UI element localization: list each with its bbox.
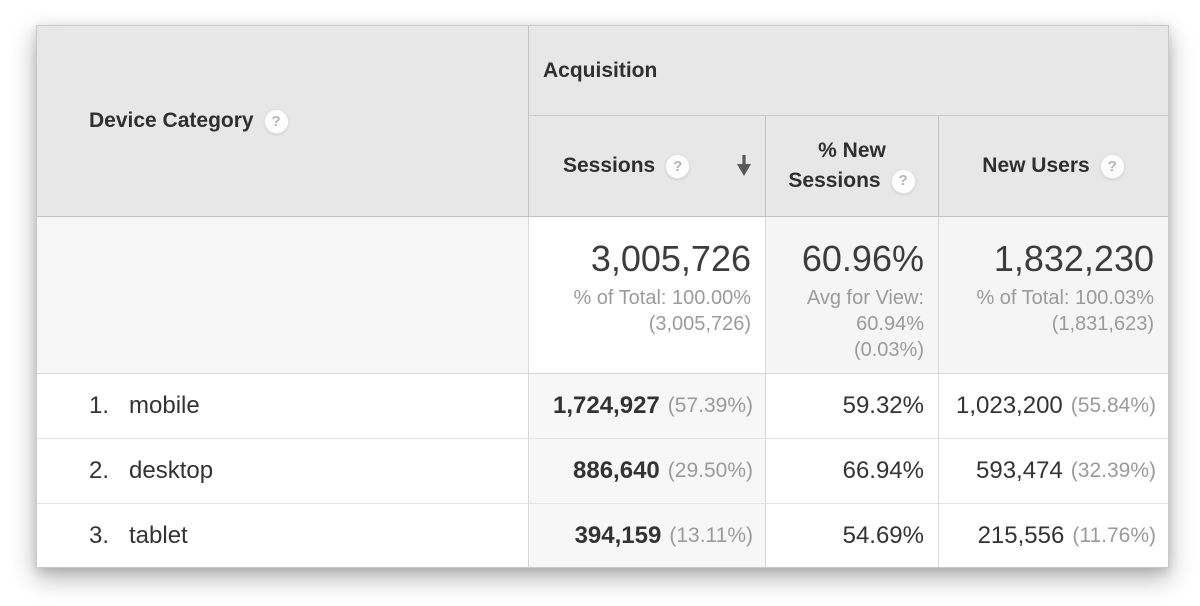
sessions-share: (57.39%) [667,394,753,417]
row-label: desktop [129,457,214,484]
summary-new-users-subtext: % of Total: 100.03% (1,831,623) [976,287,1154,335]
summary-sessions-value: 3,005,726 [590,238,751,279]
desktop-sessions-cell: 886,640 (29.50%) [528,438,765,503]
pct-new-sessions-value: 66.94% [842,457,924,484]
row-rank: 1. [89,392,110,419]
table-row-dimension-mobile: 1. mobile [37,374,528,438]
sessions-column-header-label: Sessions [563,154,656,177]
table-row-dimension-tablet: 3. tablet [37,503,528,567]
new-users-value: 593,474 [976,457,1063,484]
summary-new-users-cell: 1,832,230 % of Total: 100.03% (1,831,623… [938,217,1168,374]
help-icon[interactable]: ? [665,153,691,179]
new-users-share: (55.84%) [1070,394,1156,417]
pct-new-sessions-header-line1: % New [818,139,886,162]
tablet-new-users-cell: 215,556 (11.76%) [938,503,1168,567]
sessions-share: (29.50%) [667,459,753,482]
mobile-pct-new-sessions-cell: 59.32% [765,374,938,438]
new-users-column-header[interactable]: New Users ? [938,116,1168,217]
pct-new-sessions-header-line2: Sessions [788,169,881,192]
sessions-value: 1,724,927 [553,392,660,419]
sessions-share: (13.11%) [669,523,753,547]
summary-sessions-cell: 3,005,726 % of Total: 100.00% (3,005,726… [528,217,765,374]
tablet-sessions-cell: 394,159 (13.11%) [528,503,765,567]
pct-new-sessions-column-header[interactable]: % New Sessions ? [765,116,938,217]
summary-new-users-value: 1,832,230 [993,238,1154,279]
new-users-share: (32.39%) [1070,459,1156,482]
sort-descending-arrow-icon [735,155,753,177]
table-row-dimension-desktop: 2. desktop [37,438,528,503]
sessions-column-header[interactable]: Sessions ? [528,116,765,217]
new-users-share: (11.76%) [1072,523,1156,547]
device-category-header-label: Device Category [89,109,254,132]
help-icon[interactable]: ? [263,108,289,134]
mobile-new-users-cell: 1,023,200 (55.84%) [938,374,1168,438]
summary-dimension-cell [37,217,528,374]
row-label: mobile [129,392,200,419]
help-icon-glyph: ? [271,112,281,130]
summary-pct-new-sessions-subtext: Avg for View: 60.94% (0.03%) [806,287,924,361]
row-rank: 2. [89,457,110,484]
pct-new-sessions-value: 54.69% [842,521,924,549]
acquisition-group-header: Acquisition [528,26,1168,116]
mobile-sessions-cell: 1,724,927 (57.39%) [528,374,765,438]
desktop-pct-new-sessions-cell: 66.94% [765,438,938,503]
sessions-value: 886,640 [573,457,660,484]
help-icon-glyph: ? [673,157,683,175]
summary-pct-new-sessions-value: 60.96% [801,238,924,279]
help-icon[interactable]: ? [890,168,916,194]
new-users-value: 1,023,200 [956,392,1063,419]
help-icon-glyph: ? [898,172,908,189]
new-users-column-header-label: New Users [982,154,1090,177]
summary-pct-new-sessions-cell: 60.96% Avg for View: 60.94% (0.03%) [765,217,938,374]
tablet-pct-new-sessions-cell: 54.69% [765,503,938,567]
desktop-new-users-cell: 593,474 (32.39%) [938,438,1168,503]
new-users-value: 215,556 [977,521,1065,549]
pct-new-sessions-value: 59.32% [842,392,924,419]
row-rank: 3. [89,521,110,549]
summary-sessions-subtext: % of Total: 100.00% (3,005,726) [573,287,751,335]
device-category-header: Device Category ? [37,26,528,217]
analytics-device-category-table: Device Category ? Acquisition Sessions ?… [36,25,1169,568]
help-icon[interactable]: ? [1099,153,1125,179]
row-label: tablet [129,521,188,549]
help-icon-glyph: ? [1107,157,1117,175]
sessions-value: 394,159 [574,521,662,549]
acquisition-group-header-label: Acquisition [543,58,658,82]
